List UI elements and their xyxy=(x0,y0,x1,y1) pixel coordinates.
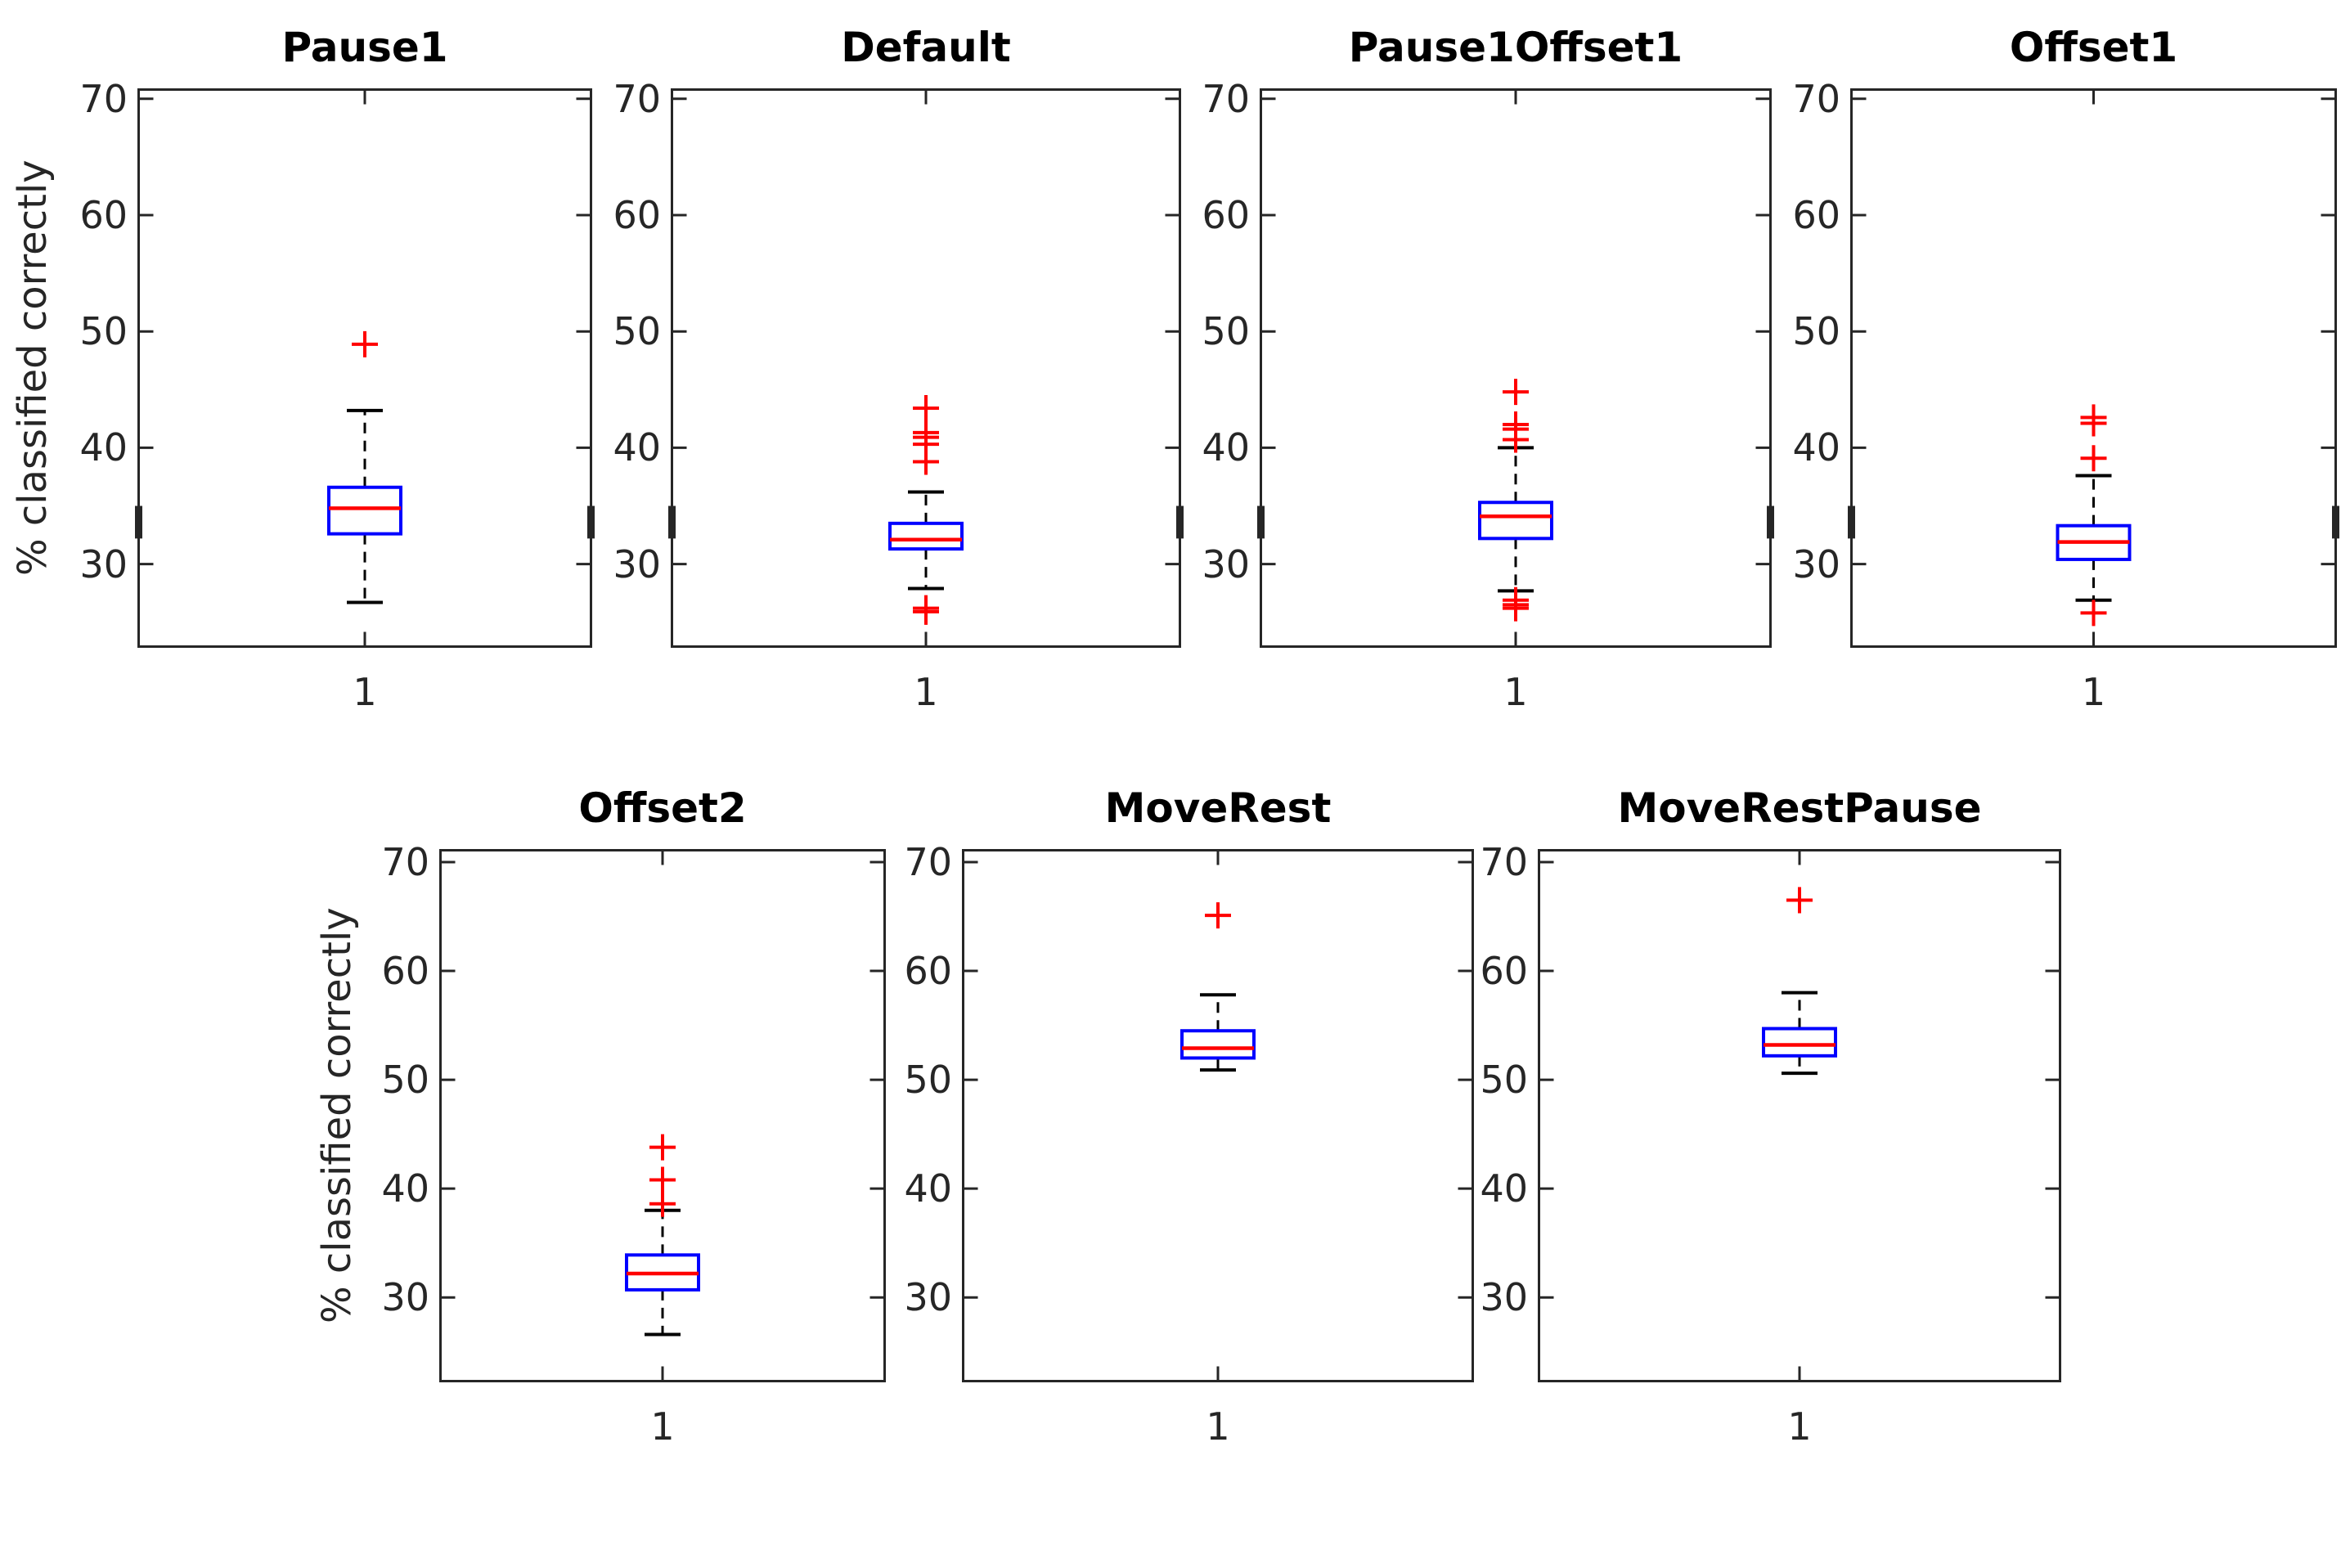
y-tick-label: 30 xyxy=(1792,541,1840,586)
y-tick-label: 70 xyxy=(613,76,661,121)
x-tick-label: 1 xyxy=(353,670,377,714)
outlier-marker xyxy=(2080,410,2107,437)
boxplot-canvas-pause1 xyxy=(135,88,595,648)
axes-frame xyxy=(1538,849,2061,1382)
axes-frame xyxy=(439,849,886,1382)
y-tick-label: 30 xyxy=(613,541,661,586)
subplot-title-offset1: Offset1 xyxy=(2009,24,2178,71)
y-tick-label: 60 xyxy=(79,193,128,237)
axes-frame xyxy=(962,849,1474,1382)
subplot-title-moverest: MoveRest xyxy=(1104,784,1332,832)
y-tick-label: 30 xyxy=(1480,1275,1528,1320)
boxplot-canvas-offset2 xyxy=(439,849,886,1382)
y-tick-label: 40 xyxy=(1480,1166,1528,1211)
outlier-marker xyxy=(2080,600,2107,627)
y-tick-label: 60 xyxy=(381,949,429,994)
outlier-marker xyxy=(649,1134,676,1161)
y-tick-label: 50 xyxy=(1480,1058,1528,1103)
boxplot-canvas-offset1 xyxy=(1848,88,2339,648)
outlier-marker xyxy=(649,1190,676,1217)
y-tick-label: 50 xyxy=(381,1058,429,1103)
subplot-title-pause1: Pause1 xyxy=(281,24,448,71)
subplot-title-pause1offset1: Pause1Offset1 xyxy=(1348,24,1683,71)
y-tick-label: 40 xyxy=(79,425,128,470)
y-tick-label: 60 xyxy=(904,949,952,994)
axes-frame xyxy=(671,88,1181,648)
y-tick-label: 60 xyxy=(1202,193,1250,237)
subplot-title-offset2: Offset2 xyxy=(578,784,747,832)
boxplot-canvas-pause1offset1 xyxy=(1257,88,1774,648)
x-tick-label: 1 xyxy=(1206,1404,1230,1449)
y-tick-label: 40 xyxy=(904,1166,952,1211)
outlier-marker xyxy=(913,395,939,422)
y-tick-label: 40 xyxy=(381,1166,429,1211)
y-tick-label: 50 xyxy=(1792,309,1840,354)
y-tick-label: 30 xyxy=(79,541,128,586)
y-tick-label: 30 xyxy=(381,1275,429,1320)
outlier-marker xyxy=(913,448,939,475)
x-tick-label: 1 xyxy=(1787,1404,1812,1449)
outlier-marker xyxy=(1503,426,1529,453)
iqr-box xyxy=(1180,1029,1256,1060)
axes-frame xyxy=(137,88,592,648)
iqr-box xyxy=(1762,1027,1837,1058)
y-tick-label: 60 xyxy=(1480,949,1528,994)
outlier-marker xyxy=(1205,902,1231,929)
y-tick-label: 70 xyxy=(1792,76,1840,121)
x-tick-label: 1 xyxy=(1503,670,1528,714)
y-tick-label: 40 xyxy=(1202,425,1250,470)
outlier-marker xyxy=(1503,595,1529,622)
iqr-box xyxy=(1478,501,1553,541)
boxplot-canvas-default xyxy=(668,88,1184,648)
y-tick-label: 60 xyxy=(1792,193,1840,237)
y-tick-label: 70 xyxy=(1480,839,1528,884)
boxplot-canvas-moverest xyxy=(962,849,1474,1382)
x-tick-label: 1 xyxy=(650,1404,675,1449)
y-tick-label: 70 xyxy=(381,839,429,884)
outlier-marker xyxy=(649,1166,676,1193)
outlier-marker xyxy=(913,598,939,625)
y-tick-label: 50 xyxy=(904,1058,952,1103)
subplot-title-moverestpause: MoveRestPause xyxy=(1617,784,1982,832)
y-tick-label: 40 xyxy=(1792,425,1840,470)
iqr-box xyxy=(888,521,964,551)
y-tick-label: 70 xyxy=(79,76,128,121)
y-tick-label: 40 xyxy=(613,425,661,470)
y-tick-label: 50 xyxy=(1202,309,1250,354)
y-tick-label: 70 xyxy=(904,839,952,884)
outlier-marker xyxy=(2080,445,2107,472)
x-tick-label: 1 xyxy=(2081,670,2106,714)
outlier-marker xyxy=(1503,379,1529,406)
y-tick-label: 30 xyxy=(1202,541,1250,586)
boxplot-canvas-moverestpause xyxy=(1538,849,2061,1382)
y-tick-label: 50 xyxy=(613,309,661,354)
y-tick-label: 60 xyxy=(613,193,661,237)
iqr-box xyxy=(327,485,402,536)
y-tick-label: 70 xyxy=(1202,76,1250,121)
y-tick-label: 50 xyxy=(79,309,128,354)
x-tick-label: 1 xyxy=(914,670,938,714)
subplot-title-default: Default xyxy=(841,24,1011,71)
y-tick-label: 30 xyxy=(904,1275,952,1320)
outlier-marker xyxy=(352,330,378,357)
outlier-marker xyxy=(1786,887,1813,914)
